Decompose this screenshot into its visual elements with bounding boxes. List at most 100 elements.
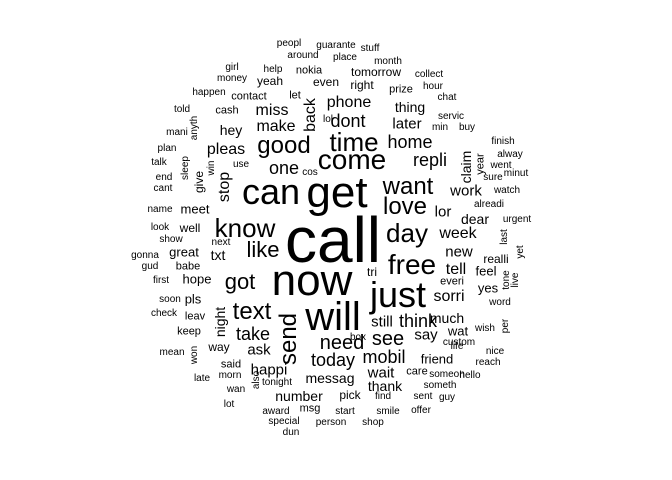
word-watch: watch	[493, 185, 521, 196]
word-thing: thing	[394, 99, 426, 115]
word-box: box	[349, 332, 367, 343]
word-dont: dont	[330, 111, 366, 131]
word-award: award	[262, 406, 290, 417]
word-month: month	[374, 56, 402, 67]
word-txt: txt	[210, 247, 226, 263]
word-told: told	[173, 104, 191, 115]
word-stop: stop	[216, 171, 233, 203]
word-help: help	[263, 64, 283, 75]
word-right: right	[350, 78, 374, 92]
word-great: great	[169, 244, 199, 260]
word-one: one	[268, 158, 300, 178]
word-friend: friend	[420, 351, 454, 367]
word-sent: sent	[413, 391, 433, 402]
word-per: per	[500, 318, 511, 334]
word-prize: prize	[389, 83, 413, 96]
word-smile: smile	[376, 406, 400, 417]
word-got: got	[224, 269, 256, 294]
word-talk: talk	[151, 157, 167, 168]
word-lot: lot	[223, 399, 235, 410]
word-stuff: stuff	[360, 43, 380, 54]
word-around: around	[287, 50, 319, 61]
word-think: think	[398, 311, 438, 331]
word-tri: tri	[367, 265, 377, 279]
word-need: need	[319, 332, 365, 354]
word-life: life	[450, 341, 464, 352]
word-nice: nice	[485, 346, 505, 357]
word-wan: wan	[226, 384, 246, 395]
word-mean: mean	[159, 347, 185, 358]
word-even: even	[312, 75, 340, 89]
word-check: check	[150, 308, 178, 319]
word-get: get	[306, 168, 368, 217]
word-hey: hey	[219, 122, 243, 138]
word-take: take	[235, 324, 271, 344]
word-gonna: gonna	[131, 250, 159, 261]
word-place: place	[333, 52, 357, 63]
word-will: will	[305, 295, 361, 339]
word-text: text	[232, 298, 272, 325]
word-someon: someon	[429, 369, 465, 380]
word-lol: lol	[322, 114, 334, 125]
word-plan: plan	[157, 143, 177, 154]
word-know: know	[214, 213, 276, 243]
word-come: come	[317, 144, 387, 175]
word-guarante: guarante	[316, 40, 356, 51]
word-mobil: mobil	[362, 347, 406, 367]
word-still: still	[371, 313, 393, 331]
word-today: today	[310, 350, 356, 370]
word-love: love	[382, 193, 428, 220]
word-person: person	[315, 417, 347, 428]
word-also: also	[251, 370, 262, 390]
word-chat: chat	[437, 92, 457, 103]
word-see: see	[371, 328, 405, 350]
word-custom: custom	[442, 337, 476, 348]
word-finish: finish	[491, 136, 515, 147]
word-week: week	[439, 225, 477, 242]
word-min: min	[431, 122, 449, 133]
word-well: well	[179, 221, 201, 235]
word-minut: minut	[503, 168, 529, 179]
word-dear: dear	[460, 211, 490, 227]
word-guy: guy	[438, 392, 456, 403]
word-mani: mani	[166, 127, 188, 138]
word-keep: keep	[177, 325, 201, 338]
word-pick: pick	[339, 388, 361, 402]
word-back: back	[302, 98, 319, 132]
word-peopl: peopl	[276, 38, 302, 49]
word-offer: offer	[411, 405, 431, 416]
word-tomorrow: tomorrow	[350, 65, 402, 79]
word-urgent: urgent	[502, 214, 532, 225]
word-repli: repli	[412, 150, 448, 170]
word-meet: meet	[180, 201, 210, 217]
word-went: went	[490, 160, 512, 171]
word-yeah: yeah	[256, 74, 284, 88]
word-use: use	[232, 159, 250, 170]
word-collect: collect	[414, 69, 444, 80]
word-pleas: pleas	[206, 141, 246, 158]
word-contact: contact	[231, 90, 267, 103]
word-later: later	[392, 115, 422, 133]
word-send: send	[275, 312, 302, 366]
word-number: number	[275, 388, 323, 404]
word-way: way	[208, 340, 230, 354]
word-can: can	[241, 171, 301, 212]
word-yes: yes	[477, 280, 499, 296]
word-word: word	[489, 297, 511, 308]
word-home: home	[387, 132, 433, 152]
word-late: late	[193, 373, 211, 384]
word-show: show	[159, 234, 183, 245]
word-first: first	[152, 275, 170, 286]
word-happi: happi	[250, 361, 288, 379]
word-morn: morn	[218, 370, 242, 381]
word-dun: dun	[282, 427, 300, 438]
word-call: call	[284, 204, 382, 276]
word-lor: lor	[434, 203, 452, 221]
word-night: night	[212, 306, 228, 338]
word-day: day	[386, 218, 428, 248]
word-gud: gud	[141, 261, 159, 272]
word-care: care	[406, 365, 428, 378]
word-find: find	[374, 391, 392, 402]
word-last: last	[499, 229, 510, 245]
